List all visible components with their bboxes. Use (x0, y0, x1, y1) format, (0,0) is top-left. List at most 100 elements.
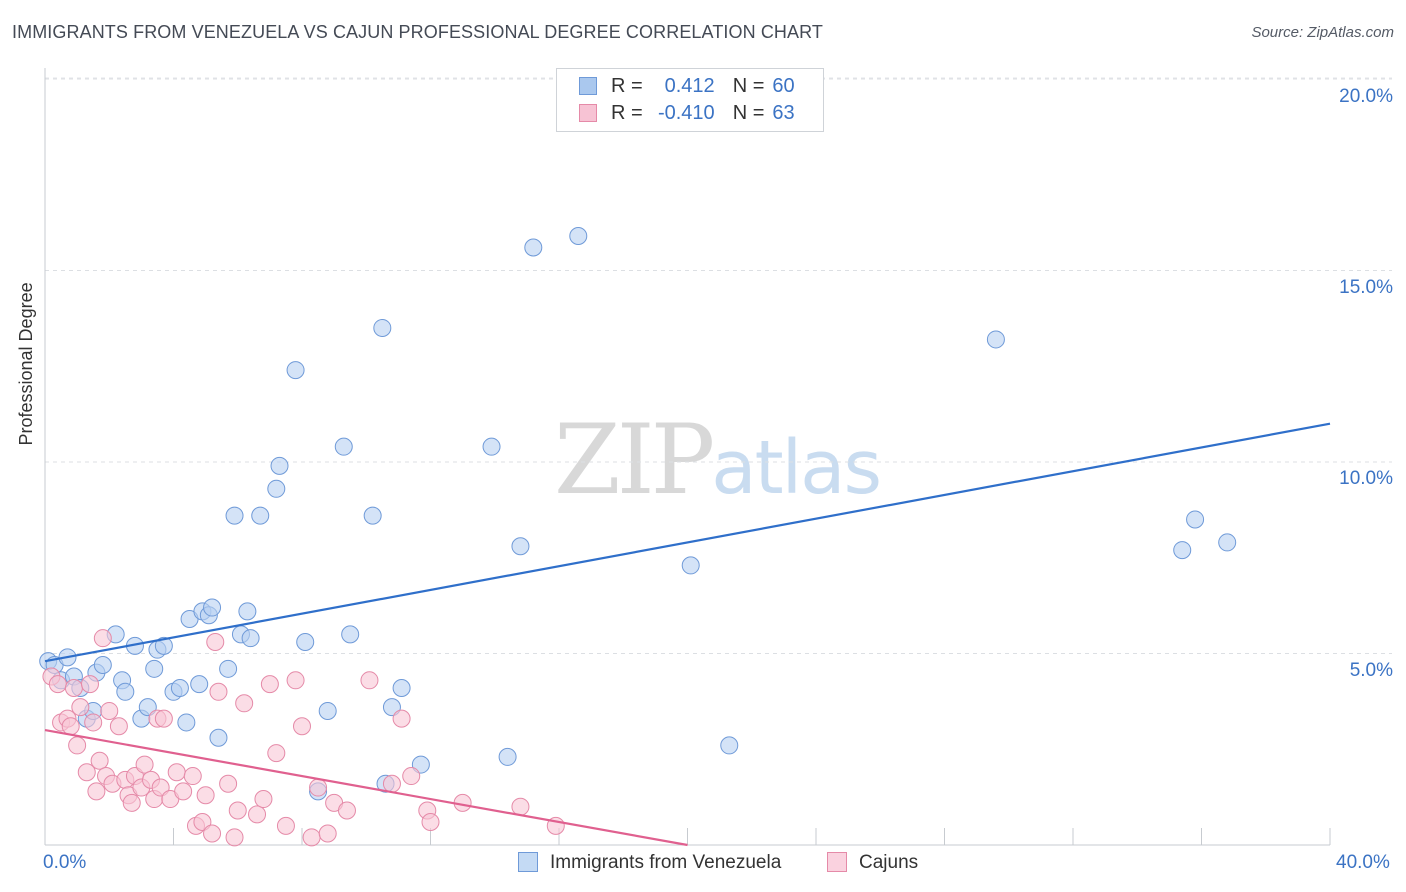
point-cajun (135, 755, 154, 774)
point-cajun (360, 671, 379, 690)
point-cajun (309, 778, 328, 797)
point-venezuela (170, 678, 189, 697)
point-cajun (71, 698, 90, 717)
point-cajun (511, 797, 530, 816)
point-venezuela (498, 747, 517, 766)
point-cajun (337, 801, 356, 820)
point-venezuela (219, 659, 238, 678)
point-cajun (382, 774, 401, 793)
r-value: -0.410 (657, 102, 715, 124)
point-venezuela (382, 698, 401, 717)
x-tick-label: 0.0% (43, 852, 87, 873)
legend-row-cajuns: R = -0.410 N = 63 (579, 102, 795, 126)
point-venezuela (190, 675, 209, 694)
point-cajun (122, 793, 141, 812)
trendline-cajun (44, 729, 688, 847)
legend-item-cajuns[interactable]: Cajuns (827, 852, 918, 874)
legend-swatch-cajuns (579, 104, 597, 122)
point-cajun (209, 682, 228, 701)
point-cajun (80, 675, 99, 694)
point-venezuela (296, 633, 315, 652)
point-venezuela (177, 713, 196, 732)
point-venezuela (482, 437, 501, 456)
series-legend: Immigrants from Venezuela Cajuns (0, 852, 1406, 878)
point-cajun (167, 763, 186, 782)
point-cajun (203, 824, 222, 843)
point-cajun (61, 717, 80, 736)
watermark: ZIPatlas (554, 404, 882, 516)
point-cajun (402, 767, 421, 786)
point-venezuela (251, 506, 270, 525)
point-cajun (193, 813, 212, 832)
point-cajun (248, 805, 267, 824)
n-label: N = (732, 102, 765, 124)
y-axis-label: Professional Degree (16, 282, 36, 446)
point-cajun (293, 717, 311, 736)
point-cajun (174, 782, 193, 801)
point-venezuela (1218, 533, 1237, 552)
point-venezuela (318, 701, 337, 720)
point-venezuela (93, 655, 112, 674)
point-cajun (235, 694, 254, 713)
point-venezuela (411, 755, 430, 774)
point-cajun (276, 816, 295, 835)
point-cajun (154, 709, 173, 728)
point-venezuela (720, 736, 739, 755)
source-label: Source: ZipAtlas.com (1251, 24, 1394, 41)
r-label: R = (611, 75, 643, 97)
point-cajun (254, 790, 273, 809)
point-cajun (219, 774, 238, 793)
r-label: R = (611, 102, 643, 124)
point-venezuela (270, 456, 289, 475)
point-cajun (93, 629, 112, 648)
point-cajun (87, 782, 106, 801)
point-venezuela (225, 506, 244, 525)
legend-label: Cajuns (859, 852, 919, 873)
n-label: N = (732, 75, 765, 97)
point-venezuela (286, 361, 305, 380)
point-venezuela (209, 728, 228, 747)
x-tick-label: 40.0% (1336, 852, 1390, 873)
point-venezuela (511, 537, 530, 556)
point-venezuela (681, 556, 700, 575)
point-venezuela (569, 227, 588, 246)
y-tick-label: 20.0% (1339, 86, 1393, 107)
legend-swatch-venezuela (518, 852, 538, 872)
point-cajun (90, 751, 109, 770)
point-cajun (196, 786, 215, 805)
point-venezuela (241, 629, 260, 648)
point-cajun (260, 675, 279, 694)
legend-row-venezuela: R = 0.412 N = 60 (579, 75, 795, 99)
point-cajun (318, 824, 337, 843)
point-cajun (77, 763, 96, 782)
point-venezuela (1173, 541, 1192, 560)
point-cajun (228, 801, 247, 820)
point-venezuela (373, 318, 392, 337)
point-venezuela (986, 330, 1005, 349)
correlation-legend: R = 0.412 N = 60 R = -0.410 N = 63 (556, 68, 824, 132)
point-cajun (100, 701, 119, 720)
legend-item-venezuela[interactable]: Immigrants from Venezuela (518, 852, 781, 874)
point-cajun (286, 671, 305, 690)
point-cajun (421, 813, 440, 832)
chart-title: IMMIGRANTS FROM VENEZUELA VS CAJUN PROFE… (12, 22, 823, 42)
point-venezuela (334, 437, 353, 456)
legend-label: Immigrants from Venezuela (550, 852, 782, 873)
point-venezuela (341, 625, 360, 644)
point-venezuela (524, 238, 543, 257)
point-cajun (183, 767, 202, 786)
point-venezuela (363, 506, 382, 525)
r-value: 0.412 (664, 75, 715, 97)
legend-swatch-cajuns (827, 852, 847, 872)
watermark-zip: ZIP (554, 404, 715, 516)
point-venezuela (116, 682, 135, 701)
point-venezuela (1186, 510, 1205, 529)
point-venezuela (138, 698, 157, 717)
trendline-venezuela (44, 422, 1331, 663)
point-cajun (267, 744, 286, 763)
point-venezuela (203, 598, 222, 617)
point-cajun (151, 778, 170, 797)
point-cajun (225, 828, 244, 847)
point-cajun (64, 678, 83, 697)
